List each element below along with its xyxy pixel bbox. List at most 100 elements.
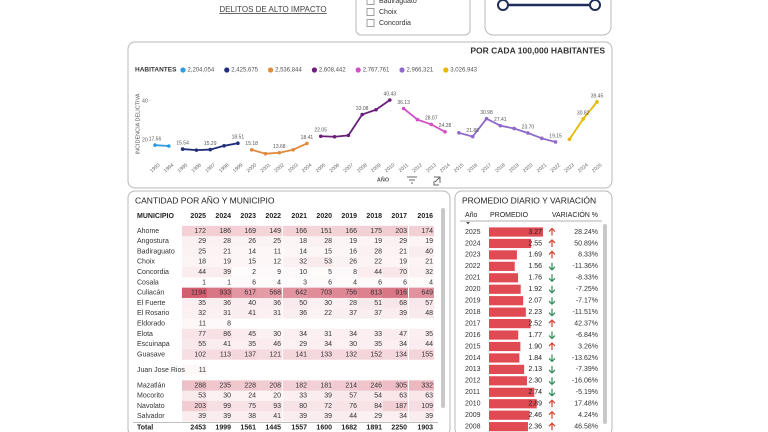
cell: 36 <box>223 300 231 307</box>
data-point <box>498 123 503 128</box>
data-point <box>470 134 475 139</box>
cell: 22 <box>374 259 382 266</box>
cell-shade <box>409 267 434 278</box>
cell: 1999 <box>215 425 231 432</box>
average: 1.69 <box>528 252 542 259</box>
cell-shade <box>207 267 232 278</box>
cell-shade <box>182 339 207 350</box>
cell: 39 <box>223 413 231 420</box>
cell: 39 <box>324 413 332 420</box>
checkbox[interactable] <box>366 19 375 27</box>
slicer-item[interactable]: Concordia <box>379 20 411 27</box>
cell: 25 <box>273 238 281 245</box>
cell: 19 <box>425 238 433 245</box>
average-bar <box>489 227 543 237</box>
cell-shade <box>333 236 358 247</box>
nav-link[interactable]: DELITOS DE ALTO IMPACTO <box>219 5 326 14</box>
cell: 30 <box>223 393 231 400</box>
trend-arrow <box>548 297 556 306</box>
cell: 132 <box>345 351 357 358</box>
cell: 33 <box>374 331 382 338</box>
scrollbar[interactable] <box>441 208 445 408</box>
cell-shade <box>333 256 358 268</box>
data-point <box>249 147 254 152</box>
cell: 32 <box>425 269 433 276</box>
average: 2.07 <box>528 298 542 305</box>
x-tick-label: 2020 <box>522 162 535 174</box>
average: 1.76 <box>528 275 542 282</box>
cell: 19 <box>223 259 231 266</box>
slicer-item[interactable]: Badiraguato <box>379 0 417 5</box>
range-handle[interactable] <box>589 0 601 11</box>
row-label: Eldorado <box>137 321 165 328</box>
cell: 6 <box>328 279 332 286</box>
cell-shade <box>207 256 232 268</box>
cell-shade <box>358 411 383 422</box>
cell: 19 <box>349 238 357 245</box>
cell: 54 <box>374 393 382 400</box>
visual-icons[interactable] <box>407 176 441 186</box>
row-label: Navolato <box>137 403 165 410</box>
cell: 68 <box>399 300 407 307</box>
data-point <box>526 131 530 135</box>
variation: 50.89% <box>574 240 598 247</box>
cell-shade <box>207 225 232 237</box>
average-bar <box>489 238 532 249</box>
cell-shade <box>257 308 282 319</box>
cell: 21 <box>425 259 433 266</box>
cell-shade <box>383 308 408 319</box>
slicer-item[interactable]: Choix <box>379 9 397 16</box>
cell-shade <box>333 308 358 319</box>
legend-label: 2,204,054 <box>188 68 215 74</box>
cell: 166 <box>345 228 357 235</box>
cell: 36 <box>273 300 281 307</box>
cell: 8 <box>227 321 231 328</box>
variation: 46.58% <box>574 423 598 430</box>
cell-shade <box>383 287 408 298</box>
checkbox[interactable] <box>366 0 375 5</box>
cell-shade <box>358 349 383 360</box>
cell: 1600 <box>316 425 332 432</box>
cell-shade <box>409 246 434 257</box>
cell-shade <box>308 339 333 350</box>
cell: 4 <box>429 279 433 286</box>
cell-shade <box>358 339 383 350</box>
cell-shade <box>333 400 358 412</box>
cell: 16 <box>349 248 357 255</box>
cell: 15 <box>248 259 256 266</box>
cell-shade <box>283 246 308 257</box>
cell: 39 <box>324 393 332 400</box>
cell: 186 <box>219 228 231 235</box>
range-handle[interactable] <box>497 0 509 11</box>
variation: -5.19% <box>576 389 598 396</box>
y-tick-label: 20 <box>142 138 148 144</box>
average-bar <box>489 399 537 409</box>
cell: 203 <box>395 228 407 235</box>
x-tick-label: 2001 <box>260 162 273 174</box>
cell-shade <box>308 297 333 309</box>
cell: 37 <box>374 310 382 317</box>
average: 1.90 <box>528 343 542 350</box>
cell-shade <box>182 256 207 268</box>
scrollbar[interactable] <box>603 224 607 424</box>
cell: 28 <box>374 248 382 255</box>
cell-shade <box>383 411 408 422</box>
cell: 155 <box>421 351 433 358</box>
average-bar <box>489 364 525 374</box>
average: 3.27 <box>528 229 542 236</box>
cell-shade <box>232 339 257 350</box>
cell: 29 <box>299 341 307 348</box>
cell: 33 <box>299 393 307 400</box>
cell: 1194 <box>191 290 206 297</box>
cell-shade <box>283 225 308 237</box>
trend-arrow <box>548 365 556 374</box>
cell: 15 <box>324 248 332 255</box>
cell: 93 <box>273 403 281 410</box>
data-point <box>153 143 157 147</box>
checkbox[interactable] <box>366 8 375 16</box>
cell: 10 <box>299 269 307 276</box>
slicer-box <box>355 0 471 36</box>
cell-shade <box>207 246 232 257</box>
row-label: Choix <box>137 259 155 266</box>
